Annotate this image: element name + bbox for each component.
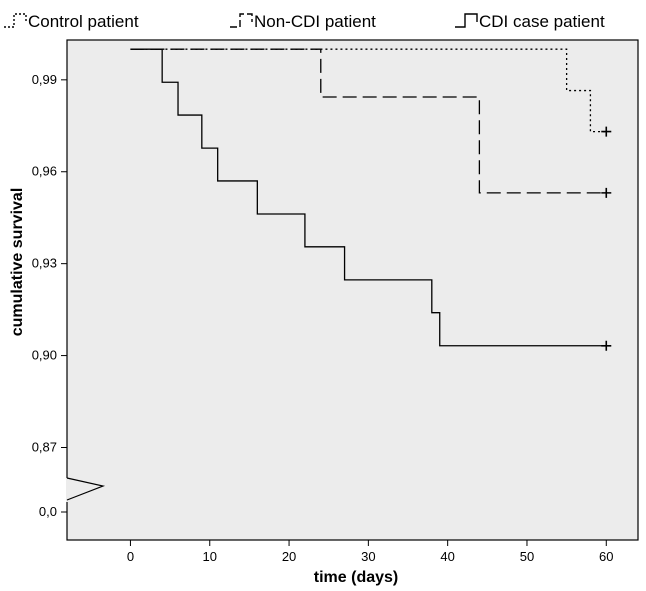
y-tick-label: 0,93 (32, 256, 57, 271)
axis-break-gap (66, 478, 69, 502)
legend: Control patient Non-CDI patient CDI case p… (4, 12, 605, 31)
legend-swatch-3 (455, 13, 478, 28)
censor-mark (601, 126, 612, 137)
legend-swatch-1 (4, 13, 27, 28)
x-tick-label: 0 (127, 549, 134, 564)
x-tick-label: 50 (520, 549, 534, 564)
y-tick-label: 0,87 (32, 439, 57, 454)
y-tick-label-zero: 0,0 (39, 504, 57, 519)
y-tick-label: 0,90 (32, 348, 57, 363)
legend-label-2: Non-CDI patient (254, 12, 376, 31)
censor-mark (601, 340, 612, 351)
y-tick-label: 0,99 (32, 72, 57, 87)
x-tick-label: 10 (203, 549, 217, 564)
x-tick-label: 30 (361, 549, 375, 564)
y-tick-label: 0,96 (32, 164, 57, 179)
series-line-1 (130, 48, 607, 133)
legend-swatch-2 (230, 13, 253, 28)
legend-label-3: CDI case patient (479, 12, 605, 31)
censor-mark (601, 187, 612, 198)
series-group (130, 48, 612, 351)
legend-label-1: Control patient (28, 12, 139, 31)
y-axis-break (66, 477, 106, 502)
series-line-3 (130, 48, 607, 347)
y-axis-ticks: 0,99 0,96 0,93 0,90 0,87 0,0 (32, 72, 67, 519)
x-axis-ticks: 0 10 20 30 40 50 60 (127, 540, 614, 564)
series-line-2 (130, 48, 607, 194)
x-axis-title: time (days) (314, 569, 398, 586)
axis-break-zigzag (66, 477, 106, 501)
y-axis-title: cumulative survival (9, 188, 26, 337)
x-tick-label: 60 (599, 549, 613, 564)
x-tick-label: 20 (282, 549, 296, 564)
x-tick-label: 40 (440, 549, 454, 564)
plot-area (66, 39, 639, 541)
